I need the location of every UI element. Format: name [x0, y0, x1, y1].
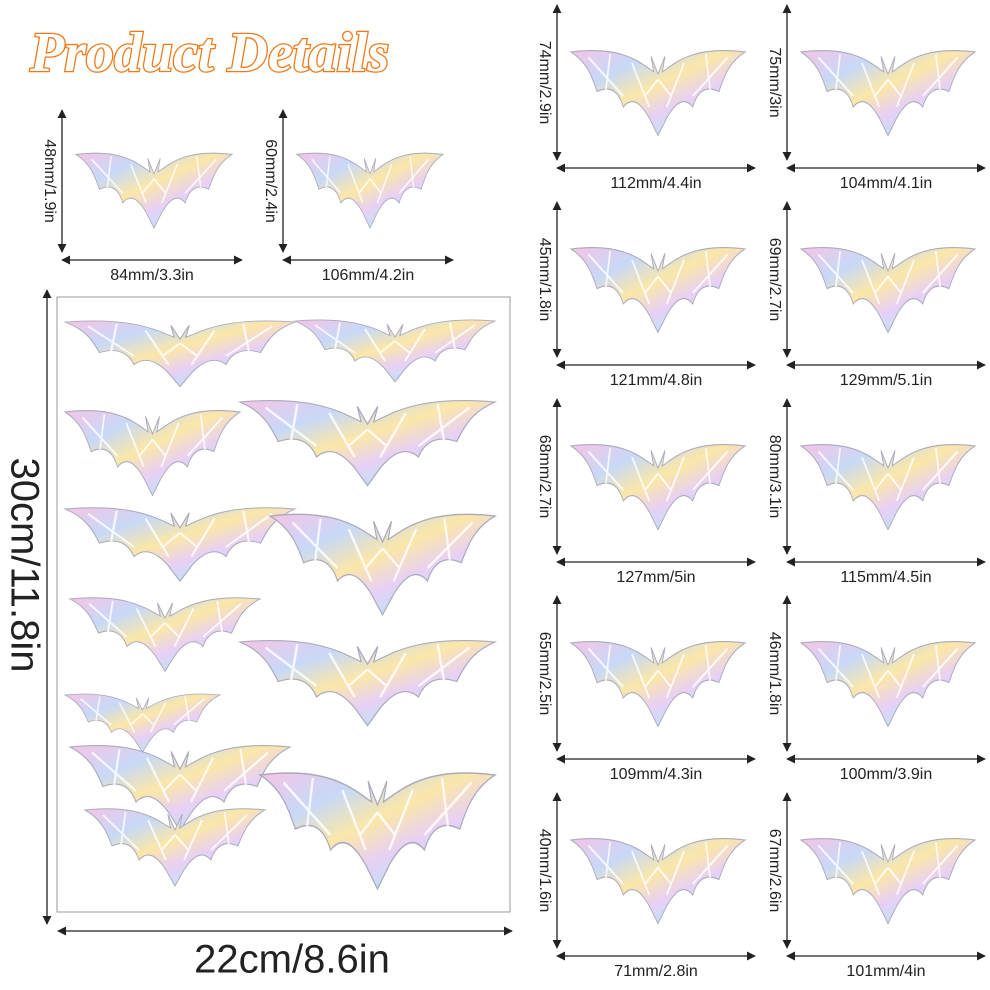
bat-sticker: [799, 837, 977, 925]
height-label: 40mm/1.6in: [536, 829, 553, 913]
width-label: 121mm/4.8in: [610, 372, 703, 389]
bat-sticker: [569, 837, 747, 925]
bat-sticker: [569, 640, 747, 728]
height-label: 60mm/2.4in: [262, 139, 279, 223]
width-label: 106mm/4.2in: [322, 267, 415, 284]
height-label: 65mm/2.5in: [536, 632, 553, 716]
width-label: 127mm/5in: [616, 569, 695, 586]
height-label: 48mm/1.9in: [41, 139, 58, 223]
bat-sticker: [569, 443, 747, 531]
width-label: 84mm/3.3in: [110, 267, 194, 284]
height-label: 69mm/2.7in: [766, 238, 783, 322]
bat-sticker: [799, 443, 977, 531]
sheet-height: 30cm/11.8in: [2, 458, 46, 673]
width-label: 104mm/4.1in: [840, 175, 933, 192]
width-label: 101mm/4in: [846, 963, 925, 980]
bat-sticker: [799, 246, 977, 334]
height-label: 45mm/1.8in: [536, 238, 553, 322]
height-label: 68mm/2.7in: [536, 435, 553, 519]
height-label: 46mm/1.8in: [766, 632, 783, 716]
bat-sticker: [569, 246, 747, 334]
page-title: Product Details: [29, 22, 389, 84]
bat-sticker: [569, 49, 747, 137]
width-label: 71mm/2.8in: [614, 963, 698, 980]
bat-sticker: [75, 152, 233, 230]
bat-sticker: [799, 49, 977, 137]
height-label: 67mm/2.6in: [766, 829, 783, 913]
bat-sticker: [799, 640, 977, 728]
sheet-width: 22cm/8.6in: [194, 938, 390, 982]
width-label: 109mm/4.3in: [610, 766, 703, 783]
bat-sticker: [296, 152, 444, 230]
height-label: 80mm/3.1in: [766, 435, 783, 519]
width-label: 115mm/4.5in: [840, 569, 931, 586]
width-label: 112mm/4.4in: [610, 175, 701, 192]
height-label: 74mm/2.9in: [536, 41, 553, 125]
height-label: 75mm/3in: [766, 47, 783, 117]
width-label: 129mm/5.1in: [840, 372, 933, 389]
width-label: 100mm/3.9in: [840, 766, 933, 783]
